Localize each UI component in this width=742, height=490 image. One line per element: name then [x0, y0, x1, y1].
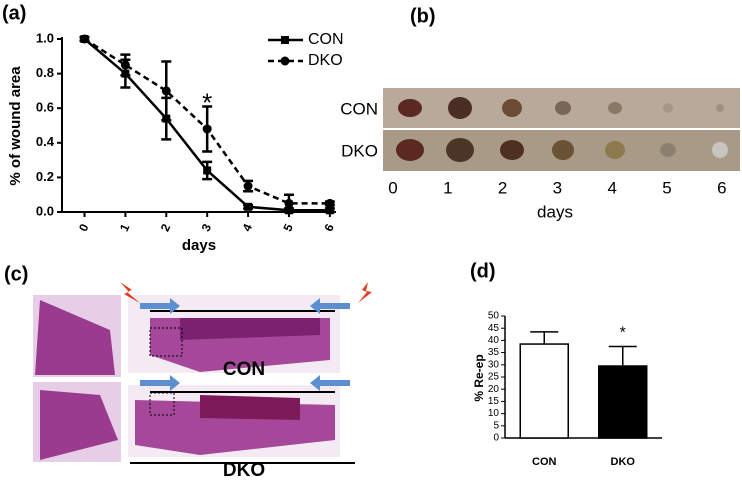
day-label: 0: [388, 178, 397, 197]
panel-label: (b): [410, 5, 436, 27]
day-label: 6: [717, 178, 726, 197]
legend-label: DKO: [308, 52, 343, 69]
y-axis-title: % Re-ep: [472, 354, 486, 401]
section-label: DKO: [223, 460, 265, 481]
x-tick-label: 3: [199, 221, 215, 233]
marker: [325, 198, 335, 208]
x-tick-label: 2: [158, 221, 174, 233]
x-tick-label: DKO: [611, 456, 636, 468]
y-tick-label: 0.0: [36, 203, 54, 218]
panel-label: (c): [4, 263, 28, 285]
y-tick-label: 0.8: [36, 65, 54, 80]
y-tick-label: 45: [488, 323, 500, 334]
row-label: CON: [340, 99, 378, 118]
day-label: 1: [443, 178, 452, 197]
annotation: *: [620, 324, 626, 341]
bar: [598, 365, 648, 439]
y-tick-label: 35: [488, 347, 500, 358]
y-tick-label: 15: [488, 396, 500, 407]
x-axis-title: days: [182, 237, 216, 254]
marker: [161, 86, 171, 96]
annotation: *: [202, 88, 212, 118]
marker: [79, 34, 89, 44]
marker: [284, 198, 294, 208]
x-tick-label: 4: [240, 221, 256, 233]
y-tick-label: 1.0: [36, 30, 54, 45]
y-axis-title: % of wound area: [7, 66, 24, 186]
y-tick-label: 0.4: [36, 134, 55, 149]
marker: [325, 206, 334, 215]
histology: [33, 282, 372, 464]
legend-marker: [280, 56, 290, 66]
y-tick-label: 0: [493, 433, 499, 444]
x-tick-label: 5: [280, 221, 296, 233]
y-tick-label: 50: [488, 311, 500, 322]
marker: [243, 181, 253, 191]
x-tick-label: 0: [76, 221, 92, 233]
x-axis-title: days: [537, 202, 573, 221]
panel-label: (d): [470, 260, 496, 282]
photo-grid: [383, 88, 740, 171]
wound-spots: [396, 97, 728, 162]
y-tick-label: 0.6: [36, 100, 54, 115]
legend-marker: [281, 36, 289, 44]
row-label: DKO: [341, 141, 378, 160]
y-tick-label: 25: [488, 372, 500, 383]
marker: [203, 166, 212, 175]
y-tick-label: 5: [493, 420, 499, 431]
y-tick-label: 10: [488, 408, 500, 419]
y-tick-label: 30: [488, 359, 500, 370]
marker: [244, 202, 253, 211]
y-tick-label: 0.2: [36, 169, 54, 184]
panel-label: (a): [2, 2, 26, 24]
marker: [120, 60, 130, 70]
day-label: 4: [607, 178, 616, 197]
marker: [202, 124, 212, 134]
x-tick-label: 6: [321, 221, 337, 233]
day-label: 2: [498, 178, 507, 197]
day-label: 3: [553, 178, 562, 197]
x-tick-label: 1: [117, 221, 133, 233]
bar: [519, 343, 569, 439]
x-tick-label: CON: [532, 456, 557, 468]
y-tick-label: 20: [488, 384, 500, 395]
day-label: 5: [662, 178, 671, 197]
section-label: CON: [223, 359, 265, 380]
y-tick-label: 40: [488, 335, 500, 346]
legend-label: CON: [308, 31, 344, 48]
